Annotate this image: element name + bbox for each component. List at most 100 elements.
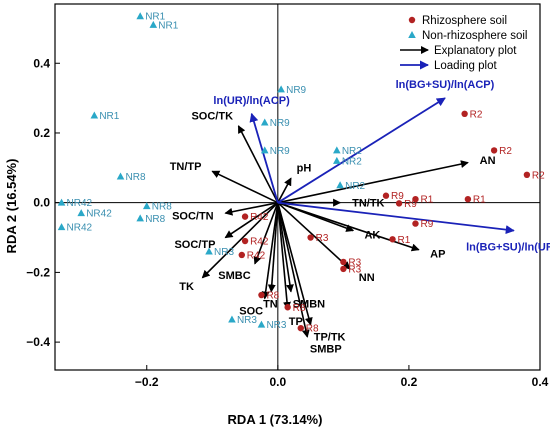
point-label: R42: [250, 212, 269, 223]
rhizosphere-point: [412, 196, 419, 203]
point-label: R2: [470, 109, 483, 120]
x-axis-title: RDA 1 (73.14%): [228, 412, 323, 427]
loading-vector-label: ln(BG+SU)/ln(UR): [466, 242, 550, 254]
point-label: R1: [398, 235, 411, 246]
loading-vectors: ln(BG+SU)/ln(ACP) ln(UR)/ln(ACP) ln(BG+SU)…: [213, 79, 550, 253]
legend: Rhizosphere soil Non-rhizosphere soil Expl…: [400, 15, 527, 72]
rhizosphere-point: [389, 236, 396, 243]
x-tick-label: 0.0: [269, 375, 286, 389]
rhizosphere-point: [523, 171, 531, 178]
non-rhizosphere-point: [116, 172, 125, 180]
rhizosphere-point: [258, 291, 265, 299]
explanatory-vector-label: SMBC: [218, 270, 250, 282]
point-label: R8: [293, 303, 306, 314]
plot-frame: [54, 3, 541, 371]
rhizosphere-point: [284, 304, 291, 311]
sample-points: R2R2R2R1R1R9R9R9R1R3R3R3R42R42R42R8R8R8N…: [57, 12, 545, 335]
explanatory-vector-label: TN: [263, 299, 278, 311]
rhizosphere-point: [307, 234, 314, 241]
point-label: NR3: [237, 315, 257, 326]
explanatory-vector: [267, 202, 279, 293]
y-tick-label: 0.4: [33, 56, 50, 70]
rhizosphere-point: [340, 258, 347, 266]
y-tick-label: 0.2: [33, 126, 50, 140]
explanatory-vector-label: TN/TP: [170, 161, 202, 173]
rhizosphere-point: [340, 265, 347, 273]
explanatory-vector-label: SOC/TK: [191, 110, 233, 122]
point-label: NR2: [342, 146, 362, 157]
explanatory-vector-label: AN: [480, 155, 496, 167]
legend-marker-circle: [408, 16, 416, 24]
explanatory-vector: [253, 202, 279, 265]
point-label: NR8: [145, 214, 165, 225]
point-label: NR9: [286, 85, 306, 96]
point-label: NR9: [270, 146, 290, 157]
non-rhizosphere-point: [257, 320, 266, 328]
point-label: NR42: [67, 198, 93, 209]
non-rhizosphere-point: [136, 12, 145, 20]
y-axis-title: RDA 2 (16.54%): [4, 159, 19, 254]
point-label: R3: [348, 264, 361, 275]
explanatory-vector: [277, 202, 310, 338]
point-label: R2: [499, 146, 512, 157]
explanatory-vector: [211, 170, 279, 204]
explanatory-vector: [277, 202, 313, 326]
explanatory-vector: [224, 201, 278, 216]
loading-vector: [277, 97, 446, 204]
rhizosphere-point: [241, 237, 249, 245]
point-label: NR1: [158, 20, 178, 31]
explanatory-vector-label: TN/TK: [352, 198, 384, 210]
point-label: NR2: [342, 156, 362, 167]
point-label: NR1: [99, 111, 119, 122]
axis-ticks: −0.2 0.0 0.2 0.4 −0.4 −0.2 0.0 0.2 0.4: [26, 56, 548, 389]
point-label: NR8: [126, 172, 146, 183]
explanatory-vector: [277, 202, 292, 310]
loading-vector-label: ln(BG+SU)/ln(ACP): [396, 79, 495, 91]
point-label: R3: [316, 233, 329, 244]
point-label: R42: [247, 250, 266, 261]
explanatory-vector-label: AP: [430, 249, 445, 261]
point-label: R8: [266, 291, 279, 302]
point-label: NR2: [345, 181, 365, 192]
point-label: NR9: [270, 118, 290, 129]
plot-border: [54, 3, 541, 371]
non-rhizosphere-point: [277, 85, 285, 93]
explanatory-vector-label: SOC: [239, 305, 263, 317]
non-rhizosphere-point: [205, 247, 213, 255]
explanatory-vector-label: NN: [359, 272, 375, 284]
point-label: R9: [420, 219, 433, 230]
point-label: R9: [391, 191, 404, 202]
non-rhizosphere-point: [333, 146, 341, 154]
point-label: NR42: [67, 223, 93, 234]
non-rhizosphere-point: [57, 223, 66, 231]
explanatory-vector: [277, 160, 469, 204]
point-label: NR3: [214, 247, 234, 258]
x-tick-label: 0.4: [532, 375, 549, 389]
explanatory-vector-label: pH: [297, 163, 312, 175]
rhizosphere-point: [490, 147, 498, 154]
point-label: R9: [404, 199, 417, 210]
x-tick-label: −0.2: [135, 375, 159, 389]
explanatory-vector-label: SOC/TP: [174, 239, 215, 251]
loading-vector-label: ln(UR)/ln(ACP): [213, 95, 290, 107]
point-label: NR1: [145, 12, 165, 23]
explanatory-vector: [224, 202, 279, 239]
explanatory-vector: [201, 202, 279, 279]
non-rhizosphere-point: [90, 111, 99, 119]
non-rhizosphere-point: [260, 118, 269, 126]
explanatory-vector-label: TP/TK: [314, 331, 346, 343]
loading-vector: [249, 112, 279, 203]
explanatory-vector: [277, 202, 294, 293]
explanatory-vector-label: TP: [289, 316, 303, 328]
loading-vector: [277, 201, 515, 235]
explanatory-vector: [277, 177, 292, 204]
point-label: NR3: [266, 320, 286, 331]
rhizosphere-point: [412, 220, 419, 227]
explanatory-vector: [277, 201, 420, 252]
rhizosphere-point: [395, 200, 403, 207]
explanatory-vector: [261, 202, 279, 300]
non-rhizosphere-point: [142, 202, 151, 210]
legend-label: Explanatory plot: [434, 45, 517, 57]
non-rhizosphere-point: [149, 20, 158, 28]
